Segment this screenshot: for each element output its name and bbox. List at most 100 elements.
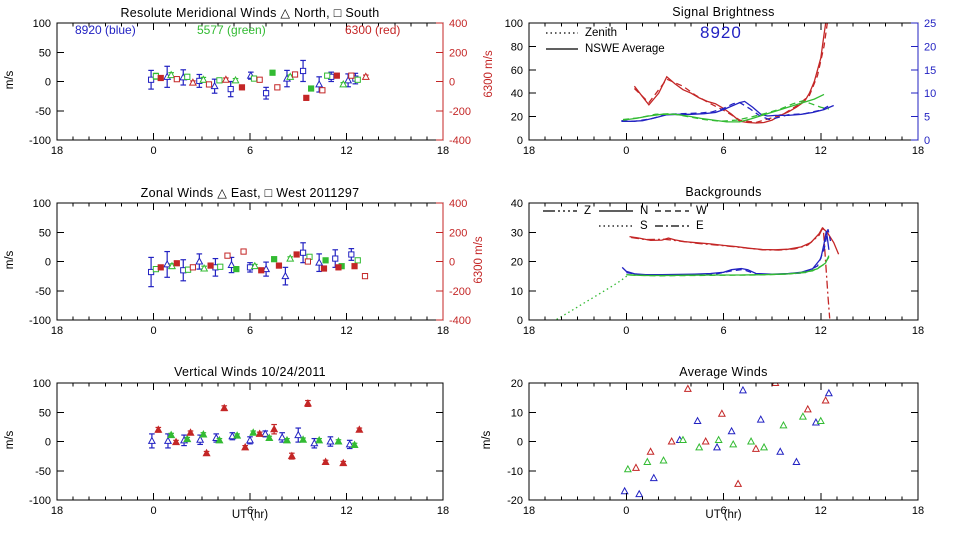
legend-5577-green: 5577 (green) <box>197 23 266 37</box>
svg-text:0: 0 <box>150 145 156 157</box>
svg-text:20: 20 <box>924 41 936 53</box>
svg-text:50: 50 <box>39 407 51 419</box>
svg-text:-100: -100 <box>29 135 51 147</box>
svg-text:20: 20 <box>511 378 523 390</box>
title-average-winds: Average Winds <box>679 365 768 379</box>
xlabel-vertical-ut-hr: UT (hr) <box>231 509 269 521</box>
svg-text:12: 12 <box>340 145 352 157</box>
legend-label-zenith: Zenith <box>585 27 617 39</box>
title-meridional-winds: Resolute Meridional Winds △ North, □ Sou… <box>120 6 380 20</box>
svg-text:0: 0 <box>449 257 455 269</box>
annotation-8920: 8920 <box>700 23 742 42</box>
legend-item-n: N <box>599 205 648 217</box>
legend-item-zenith: Zenith <box>546 27 617 39</box>
svg-text:15: 15 <box>924 65 936 77</box>
svg-text:6: 6 <box>247 505 253 517</box>
svg-text:6: 6 <box>720 145 726 157</box>
svg-text:100: 100 <box>33 378 51 390</box>
ylabel-average: m/s <box>481 430 493 450</box>
svg-text:60: 60 <box>511 65 523 77</box>
svg-text:-20: -20 <box>507 495 523 507</box>
svg-text:100: 100 <box>33 198 51 210</box>
svg-text:0: 0 <box>517 315 523 327</box>
svg-text:-100: -100 <box>29 495 51 507</box>
svg-text:0: 0 <box>517 437 523 449</box>
svg-text:30: 30 <box>511 227 523 239</box>
svg-text:0: 0 <box>449 77 455 89</box>
svg-text:0: 0 <box>517 135 523 147</box>
legend-6300-red: 6300 (red) <box>345 23 401 37</box>
svg-text:12: 12 <box>815 325 827 337</box>
svg-text:-200: -200 <box>449 106 471 118</box>
e-linestyle-icon <box>655 225 689 227</box>
svg-text:12: 12 <box>340 505 352 517</box>
s-linestyle-icon <box>599 225 633 227</box>
svg-text:10: 10 <box>511 407 523 419</box>
svg-text:0: 0 <box>45 257 51 269</box>
svg-text:-100: -100 <box>29 315 51 327</box>
svg-text:0: 0 <box>45 77 51 89</box>
legend-label-w: W <box>696 205 707 217</box>
ylabel-meridional: m/s <box>4 70 16 90</box>
svg-text:-10: -10 <box>507 466 523 478</box>
svg-text:18: 18 <box>437 325 449 337</box>
legend-label-s: S <box>640 220 648 232</box>
svg-text:200: 200 <box>449 227 467 239</box>
nswe-linestyle-icon <box>546 48 578 50</box>
svg-text:6: 6 <box>247 325 253 337</box>
svg-text:25: 25 <box>924 18 936 30</box>
svg-text:18: 18 <box>51 325 63 337</box>
svg-text:18: 18 <box>523 325 535 337</box>
legend-item-z: Z <box>543 205 591 217</box>
svg-text:100: 100 <box>505 18 523 30</box>
svg-text:-400: -400 <box>449 135 471 147</box>
svg-text:20: 20 <box>511 257 523 269</box>
svg-text:200: 200 <box>449 47 467 59</box>
w-linestyle-icon <box>655 210 689 212</box>
svg-text:6: 6 <box>720 505 726 517</box>
z-linestyle-icon <box>543 210 577 212</box>
legend-item-e: E <box>655 220 704 232</box>
svg-text:6: 6 <box>247 145 253 157</box>
svg-text:5: 5 <box>924 112 930 124</box>
svg-text:50: 50 <box>39 227 51 239</box>
svg-text:0: 0 <box>623 505 629 517</box>
legend-label-z: Z <box>584 205 592 217</box>
legend-item-nswe-average: NSWE Average <box>546 43 665 55</box>
svg-text:18: 18 <box>51 145 63 157</box>
legend-label-n: N <box>640 205 649 217</box>
svg-text:100: 100 <box>33 18 51 30</box>
legend-item-w: W <box>655 205 707 217</box>
svg-text:-200: -200 <box>449 286 471 298</box>
title-backgrounds: Backgrounds <box>685 185 762 199</box>
svg-text:18: 18 <box>912 325 924 337</box>
svg-text:0: 0 <box>924 135 930 147</box>
xlabel-average-ut-hr: UT (hr) <box>705 509 742 521</box>
svg-text:12: 12 <box>815 145 827 157</box>
svg-text:-400: -400 <box>449 315 471 327</box>
svg-text:12: 12 <box>815 505 827 517</box>
title-zonal-winds: Zonal Winds △ East, □ West 2011297 <box>140 186 360 200</box>
svg-text:18: 18 <box>523 505 535 517</box>
svg-text:400: 400 <box>449 18 467 30</box>
svg-text:80: 80 <box>511 41 523 53</box>
right-ylabel-meridional-6300: 6300 m/s <box>483 50 495 98</box>
svg-text:0: 0 <box>150 325 156 337</box>
svg-text:10: 10 <box>511 286 523 298</box>
svg-text:10: 10 <box>924 88 936 100</box>
svg-text:18: 18 <box>523 145 535 157</box>
svg-text:-50: -50 <box>35 286 51 298</box>
svg-text:400: 400 <box>449 198 467 210</box>
svg-text:40: 40 <box>511 88 523 100</box>
svg-text:0: 0 <box>623 325 629 337</box>
svg-text:18: 18 <box>437 145 449 157</box>
ylabel-vertical: m/s <box>4 430 16 450</box>
svg-text:0: 0 <box>623 145 629 157</box>
ylabel-zonal: m/s <box>4 250 16 270</box>
n-linestyle-icon <box>599 210 633 212</box>
svg-text:20: 20 <box>511 112 523 124</box>
legend-label-e: E <box>696 220 704 232</box>
svg-text:18: 18 <box>912 145 924 157</box>
legend-8920-blue: 8920 (blue) <box>75 23 136 37</box>
svg-text:18: 18 <box>912 505 924 517</box>
